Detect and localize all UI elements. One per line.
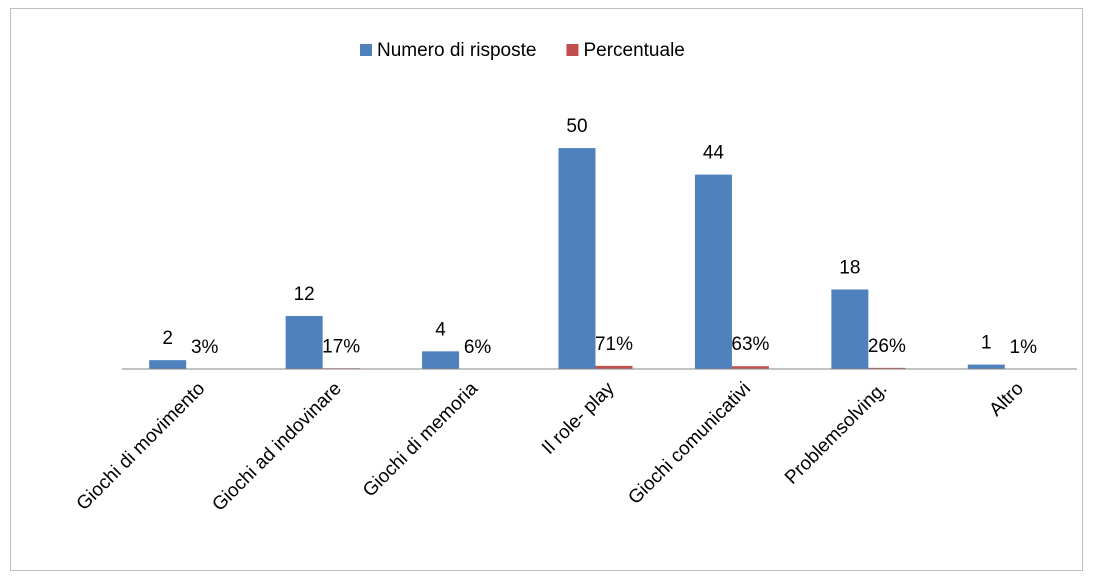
legend-swatch bbox=[566, 44, 579, 56]
data-label: 12 bbox=[294, 284, 315, 305]
data-label: 17% bbox=[322, 336, 360, 357]
data-label: 71% bbox=[595, 334, 633, 355]
legend-label: Percentuale bbox=[583, 40, 684, 61]
data-label: 18 bbox=[839, 257, 860, 278]
data-label: 6% bbox=[464, 337, 492, 358]
bar bbox=[967, 364, 1005, 369]
data-label: 1% bbox=[1010, 337, 1038, 358]
bar bbox=[595, 365, 633, 369]
chart-frame bbox=[10, 8, 1083, 571]
bar bbox=[731, 366, 769, 369]
data-label: 44 bbox=[703, 143, 725, 164]
data-label: 50 bbox=[566, 116, 587, 137]
bar bbox=[422, 351, 460, 369]
bar bbox=[285, 315, 323, 369]
data-label: 63% bbox=[731, 334, 769, 355]
data-label: 4 bbox=[435, 319, 446, 340]
data-label: 3% bbox=[191, 337, 219, 358]
data-label: 26% bbox=[868, 336, 906, 357]
bar bbox=[831, 289, 869, 369]
bar bbox=[149, 360, 187, 369]
bar bbox=[558, 148, 596, 369]
bar bbox=[868, 367, 906, 369]
data-label: 2 bbox=[162, 328, 173, 349]
bar bbox=[694, 174, 732, 369]
legend-label: Numero di risposte bbox=[377, 40, 536, 61]
legend-swatch bbox=[360, 44, 372, 56]
data-label: 1 bbox=[981, 333, 992, 354]
